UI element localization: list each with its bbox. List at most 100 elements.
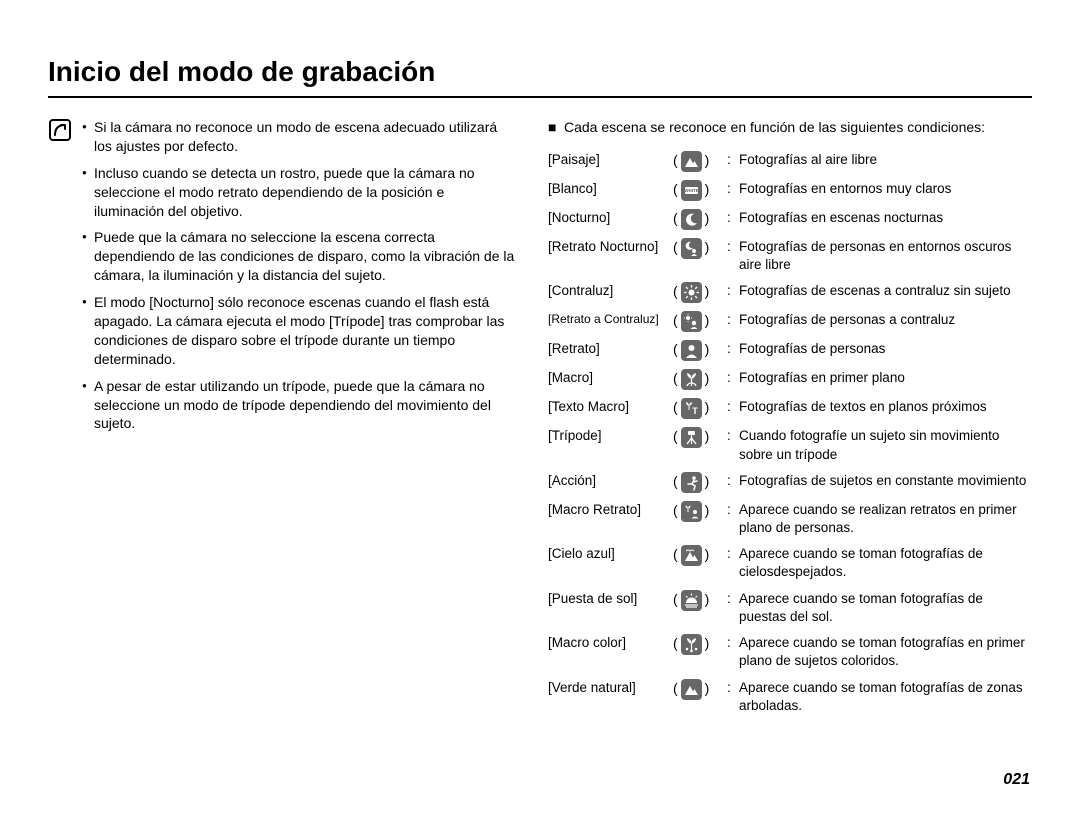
scene-row: [Contraluz]():Fotografías de escenas a c… — [548, 282, 1032, 303]
scene-description-text: Aparece cuando se toman fotografías de z… — [739, 679, 1032, 715]
scene-icon-wrap: () — [673, 311, 727, 332]
scene-description-text: Fotografías de personas a contraluz — [739, 311, 955, 329]
white-icon: WHITE — [681, 180, 702, 201]
scene-description: :Aparece cuando se realizan retratos en … — [727, 501, 1032, 537]
scene-row: [Retrato]():Fotografías de personas — [548, 340, 1032, 361]
scene-label: [Contraluz] — [548, 282, 673, 300]
note-bullets: ●Si la cámara no reconoce un modo de esc… — [82, 118, 516, 723]
scene-label: [Cielo azul] — [548, 545, 673, 563]
page-title: Inicio del modo de grabación — [48, 56, 1032, 98]
scene-row: [Puesta de sol]():Aparece cuando se toma… — [548, 590, 1032, 626]
landscape-icon — [681, 151, 702, 172]
note-bullet: ●Si la cámara no reconoce un modo de esc… — [82, 118, 516, 156]
tripod-icon — [681, 427, 702, 448]
scene-row: [Blanco](WHITE):Fotografías en entornos … — [548, 180, 1032, 201]
scene-description-text: Aparece cuando se toman fotografías de c… — [739, 545, 1032, 581]
scene-row: [Macro color]():Aparece cuando se toman … — [548, 634, 1032, 670]
macro-color-icon — [681, 634, 702, 655]
scene-icon-wrap: () — [673, 679, 727, 700]
svg-text:WHITE: WHITE — [684, 188, 699, 193]
scene-row: [Trípode]():Cuando fotografíe un sujeto … — [548, 427, 1032, 463]
note-icon — [48, 118, 72, 142]
bullet-dot-icon: ● — [82, 293, 94, 369]
scene-row: [Acción]():Fotografías de sujetos en con… — [548, 472, 1032, 493]
scene-description: :Aparece cuando se toman fotografías en … — [727, 634, 1032, 670]
scene-description: :Fotografías de escenas a contraluz sin … — [727, 282, 1032, 300]
backlight-icon — [681, 282, 702, 303]
green-icon — [681, 679, 702, 700]
scene-icon-wrap: () — [673, 209, 727, 230]
blue-sky-icon — [681, 545, 702, 566]
note-bullet: ●Puede que la cámara no seleccione la es… — [82, 228, 516, 285]
scenes-intro: ■ Cada escena se reconoce en función de … — [548, 118, 1032, 137]
scene-label: [Macro Retrato] — [548, 501, 673, 519]
macro-icon — [681, 369, 702, 390]
scene-icon-wrap: () — [673, 472, 727, 493]
scene-label: [Retrato] — [548, 340, 673, 358]
scene-icon-wrap: (T) — [673, 398, 727, 419]
note-bullet: ●El modo [Nocturno] sólo reconoce escena… — [82, 293, 516, 369]
scene-description-text: Fotografías de personas — [739, 340, 885, 358]
bullet-dot-icon: ● — [82, 228, 94, 285]
scene-label: [Retrato a Contraluz] — [548, 311, 673, 327]
right-column: ■ Cada escena se reconoce en función de … — [548, 118, 1032, 723]
scene-list: [Paisaje]():Fotografías al aire libre[Bl… — [548, 151, 1032, 715]
scene-description: :Fotografías en escenas nocturnas — [727, 209, 1032, 227]
scene-description: :Aparece cuando se toman fotografías de … — [727, 545, 1032, 581]
bullet-square-icon: ■ — [548, 118, 564, 137]
scene-row: [Nocturno]():Fotografías en escenas noct… — [548, 209, 1032, 230]
left-column: ●Si la cámara no reconoce un modo de esc… — [48, 118, 516, 723]
scene-description: :Cuando fotografíe un sujeto sin movimie… — [727, 427, 1032, 463]
bullet-dot-icon: ● — [82, 118, 94, 156]
scene-icon-wrap: () — [673, 427, 727, 448]
scene-description: :Fotografías de personas a contraluz — [727, 311, 1032, 329]
sunset-icon — [681, 590, 702, 611]
scene-icon-wrap: () — [673, 151, 727, 172]
scene-description: :Fotografías de sujetos en constante mov… — [727, 472, 1032, 490]
scene-label: [Verde natural] — [548, 679, 673, 697]
page-number: 021 — [1003, 771, 1030, 789]
scene-description-text: Fotografías de sujetos en constante movi… — [739, 472, 1026, 490]
scene-icon-wrap: () — [673, 340, 727, 361]
scene-description: :Aparece cuando se toman fotografías de … — [727, 679, 1032, 715]
content-columns: ●Si la cámara no reconoce un modo de esc… — [48, 118, 1032, 723]
scene-icon-wrap: () — [673, 634, 727, 655]
backlight-portrait-icon — [681, 311, 702, 332]
scene-row: [Retrato a Contraluz]():Fotografías de p… — [548, 311, 1032, 332]
scene-label: [Nocturno] — [548, 209, 673, 227]
scene-description: :Fotografías en entornos muy claros — [727, 180, 1032, 198]
scene-icon-wrap: () — [673, 545, 727, 566]
scene-label: [Acción] — [548, 472, 673, 490]
scene-icon-wrap: () — [673, 590, 727, 611]
scene-label: [Paisaje] — [548, 151, 673, 169]
scene-description-text: Aparece cuando se toman fotografías de p… — [739, 590, 1032, 626]
scene-description-text: Fotografías de personas en entornos oscu… — [739, 238, 1032, 274]
scene-row: [Macro Retrato]():Aparece cuando se real… — [548, 501, 1032, 537]
scene-label: [Texto Macro] — [548, 398, 673, 416]
scene-icon-wrap: (WHITE) — [673, 180, 727, 201]
scene-icon-wrap: () — [673, 501, 727, 522]
scenes-intro-text: Cada escena se reconoce en función de la… — [564, 118, 1032, 137]
scene-description: :Aparece cuando se toman fotografías de … — [727, 590, 1032, 626]
bullet-dot-icon: ● — [82, 377, 94, 434]
scene-icon-wrap: () — [673, 369, 727, 390]
scene-icon-wrap: () — [673, 238, 727, 259]
scene-row: [Macro]():Fotografías en primer plano — [548, 369, 1032, 390]
scene-description-text: Fotografías de escenas a contraluz sin s… — [739, 282, 1011, 300]
action-icon — [681, 472, 702, 493]
scene-description-text: Fotografías en entornos muy claros — [739, 180, 951, 198]
scene-row: [Texto Macro](T):Fotografías de textos e… — [548, 398, 1032, 419]
scene-description: :Fotografías de personas — [727, 340, 1032, 358]
scene-label: [Puesta de sol] — [548, 590, 673, 608]
night-icon — [681, 209, 702, 230]
bullet-text: Incluso cuando se detecta un rostro, pue… — [94, 164, 516, 221]
scene-description-text: Fotografías en primer plano — [739, 369, 905, 387]
scene-description-text: Fotografías en escenas nocturnas — [739, 209, 943, 227]
scene-description: :Fotografías de personas en entornos osc… — [727, 238, 1032, 274]
note-bullet: ●Incluso cuando se detecta un rostro, pu… — [82, 164, 516, 221]
scene-description: :Fotografías de textos en planos próximo… — [727, 398, 1032, 416]
scene-row: [Cielo azul]():Aparece cuando se toman f… — [548, 545, 1032, 581]
scene-description-text: Fotografías de textos en planos próximos — [739, 398, 987, 416]
scene-description-text: Aparece cuando se toman fotografías en p… — [739, 634, 1032, 670]
bullet-text: A pesar de estar utilizando un trípode, … — [94, 377, 516, 434]
